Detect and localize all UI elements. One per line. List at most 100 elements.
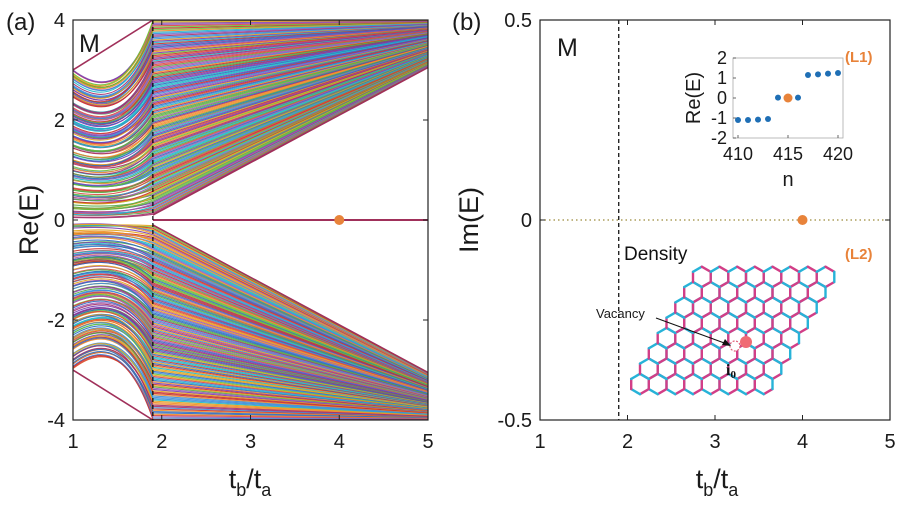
band-line <box>73 252 428 384</box>
band-line <box>73 226 428 376</box>
lattice-bond <box>709 265 721 273</box>
band-line <box>73 273 428 393</box>
lattice-bond <box>647 342 659 350</box>
band-line <box>73 29 428 114</box>
lattice-bond <box>736 387 748 396</box>
lattice-bond <box>718 265 730 273</box>
site-label: i0 <box>726 362 736 381</box>
lattice-bond <box>718 387 730 396</box>
vacancy-arrow <box>655 317 728 345</box>
lattice-bond <box>797 280 809 289</box>
band-line <box>73 268 428 390</box>
band-line <box>73 327 428 411</box>
inset-label-l1: (L1) <box>845 49 873 66</box>
band-line <box>73 61 428 205</box>
band-line <box>73 44 428 155</box>
inset-point <box>825 70 831 77</box>
band-line <box>73 41 428 149</box>
band-line <box>73 248 428 382</box>
inset-x-label: n <box>782 169 793 191</box>
band-line <box>73 259 428 388</box>
lattice-bond <box>744 296 756 304</box>
inset-y-tick-label: -2 <box>711 128 727 148</box>
vacancy-site <box>729 340 741 352</box>
lattice-bond <box>753 265 765 273</box>
lattice-bond <box>789 311 801 319</box>
x-axis-label-a: tb/ta <box>229 464 273 500</box>
band-line <box>73 231 428 377</box>
band-line <box>73 30 428 118</box>
lattice-bond <box>744 326 756 335</box>
lattice-bond <box>789 296 801 304</box>
lattice-bond <box>727 357 739 365</box>
band-line <box>73 40 428 145</box>
band-line <box>73 55 428 188</box>
lattice-bond <box>771 265 783 273</box>
lattice-bond <box>683 357 695 365</box>
lattice-bond <box>700 357 712 365</box>
lattice-bond <box>762 265 774 273</box>
y-tick-label: -4 <box>47 410 65 432</box>
x-tick-label: 4 <box>334 431 345 453</box>
inset-point <box>795 94 801 101</box>
band-line <box>73 55 428 185</box>
x-tick-label: 2 <box>622 431 633 453</box>
band-line <box>73 54 428 182</box>
lattice-bond <box>771 342 783 350</box>
lattice-bond <box>647 372 659 381</box>
band-line <box>73 254 428 385</box>
lattice-label-l2: (L2) <box>845 246 873 263</box>
lattice-bond <box>727 387 739 396</box>
lattice-bond <box>789 265 801 273</box>
lattice-bond <box>638 387 650 396</box>
lattice-bond <box>806 280 818 289</box>
lattice-bond <box>700 326 712 335</box>
inset-x-tick-label: 410 <box>723 144 753 164</box>
lattice-bond <box>780 311 792 319</box>
y-tick-labels-b: -0.5 0 0.5 <box>498 10 532 432</box>
lattice-bond <box>656 342 668 350</box>
inset-y-tick-label: -1 <box>711 108 727 128</box>
band-line <box>73 46 428 162</box>
lattice-bond <box>727 280 739 289</box>
band-line <box>73 294 428 400</box>
band-edge-upper_inner <box>152 66 428 216</box>
band-line <box>73 269 428 390</box>
lattice-bond <box>691 265 703 273</box>
lattice-bond <box>647 357 659 365</box>
lattice-bond <box>753 280 765 289</box>
lattice-bond <box>630 372 642 381</box>
lattice-bond <box>744 311 756 319</box>
band-line <box>73 295 428 400</box>
band-line <box>73 57 428 194</box>
x-tick-labels-b: 1 2 3 4 5 <box>534 431 895 453</box>
lattice-bond <box>797 311 809 319</box>
lattice-bond <box>736 265 748 273</box>
lattice-bond <box>806 265 818 273</box>
inset-y-tick-label: 2 <box>717 48 727 68</box>
lattice-bond <box>771 372 783 381</box>
lattice-bond <box>744 357 756 365</box>
lattice-bond <box>630 387 642 396</box>
lattice-bond <box>806 296 818 304</box>
x-tick-label: 3 <box>245 431 256 453</box>
band-line <box>73 303 428 402</box>
lattice-bond <box>753 357 765 365</box>
lattice-bond <box>665 387 677 396</box>
lattice-bond <box>674 387 686 396</box>
band-line <box>73 50 428 174</box>
lattice-bond <box>780 326 792 335</box>
band-line <box>73 27 428 106</box>
band-line <box>73 261 428 389</box>
lattice-bond <box>771 357 783 365</box>
lattice-bond <box>736 357 748 365</box>
annotation-m-a: M <box>79 30 100 58</box>
lattice-bond <box>700 342 712 350</box>
band-line <box>73 42 428 153</box>
lattice-bond <box>753 387 765 396</box>
lattice-bond <box>753 311 765 319</box>
lattice-bond <box>744 280 756 289</box>
band-line <box>73 260 428 388</box>
lattice-bond <box>762 280 774 289</box>
